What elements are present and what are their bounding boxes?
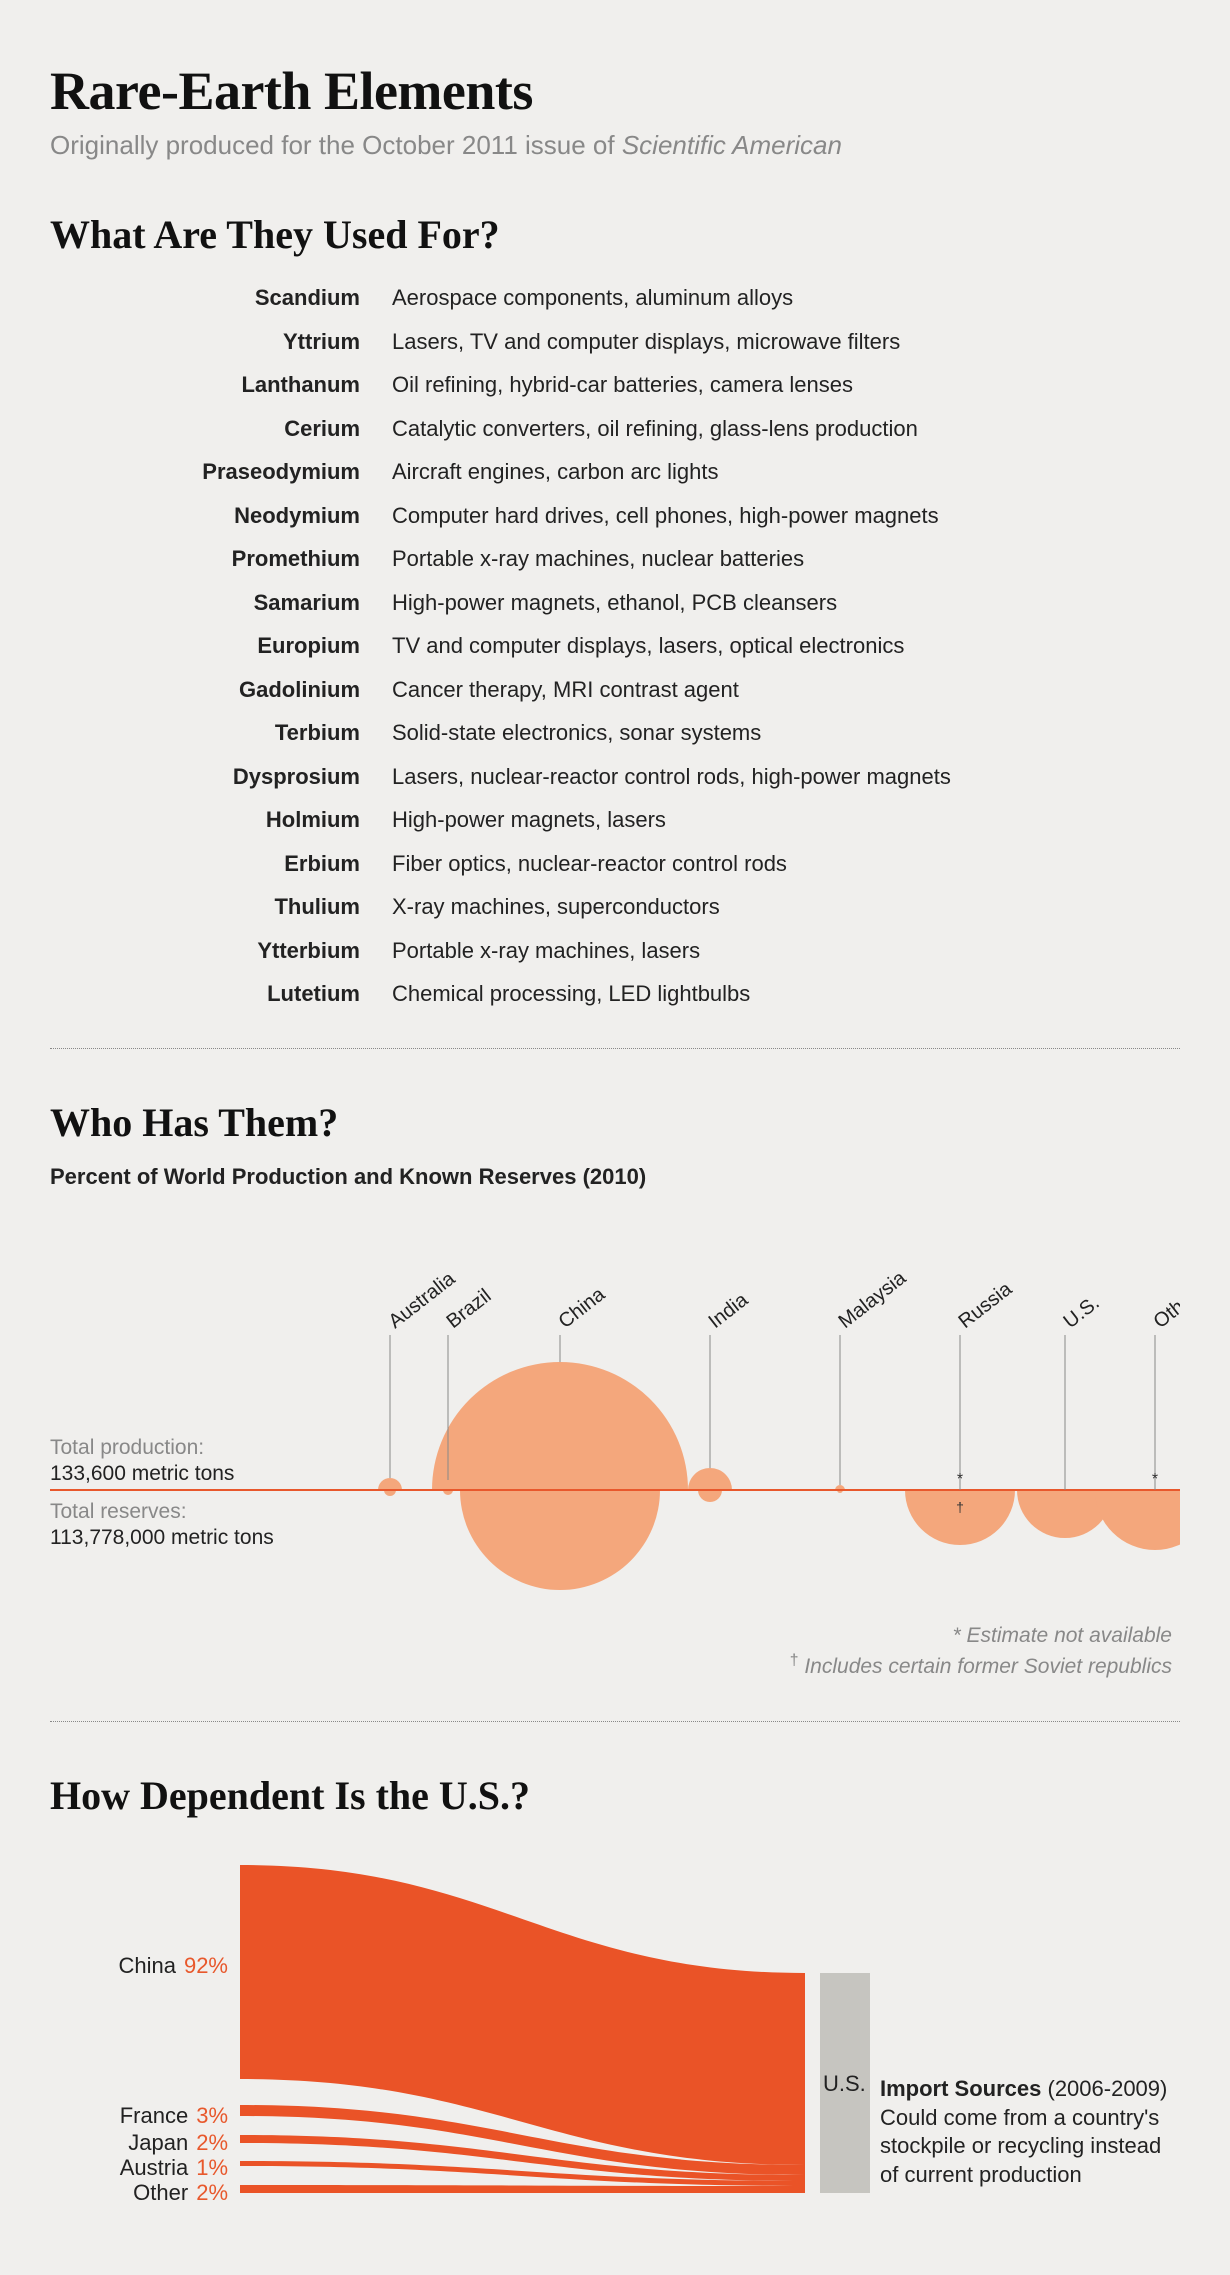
flow-country: Austria [120,2155,188,2181]
element-name: Erbium [70,850,360,878]
element-desc: Fiber optics, nuclear-reactor control ro… [392,850,1180,878]
svg-text:India: India [705,1288,753,1333]
element-name: Holmium [70,806,360,834]
element-name: Ytterbium [70,937,360,965]
element-name: Terbium [70,719,360,747]
element-desc: Portable x-ray machines, lasers [392,937,1180,965]
element-desc: Aerospace components, aluminum alloys [392,284,1180,312]
who-title: Who Has Them? [50,1099,1180,1146]
flow-label: France 3% [50,2103,228,2129]
element-desc: Oil refining, hybrid-car batteries, came… [392,371,1180,399]
footnote-dagger: † Includes certain former Soviet republi… [50,1650,1172,1681]
element-name: Cerium [70,415,360,443]
element-desc: X-ray machines, superconductors [392,893,1180,921]
dep-chart: China92%France3%Japan2%Austria1%Other2% … [50,1845,1180,2225]
element-name: Yttrium [70,328,360,356]
caption-range: (2006-2009) [1041,2076,1167,2101]
element-desc: High-power magnets, ethanol, PCB cleanse… [392,589,1180,617]
flow-pct: 92% [184,1953,228,1979]
uses-section: What Are They Used For? Scandium Aerospac… [50,211,1180,1008]
element-name: Neodymium [70,502,360,530]
divider [50,1048,1180,1049]
divider [50,1721,1180,1722]
flow-country: Japan [128,2130,188,2156]
flow-label: Austria 1% [50,2155,228,2181]
svg-text:*: * [1152,1471,1158,1488]
element-desc: Cancer therapy, MRI contrast agent [392,676,1180,704]
caption-rest: Could come from a country's stockpile or… [880,2105,1161,2187]
element-name: Europium [70,632,360,660]
svg-text:U.S.: U.S. [1060,1291,1104,1332]
element-name: Dysprosium [70,763,360,791]
uses-table: Scandium Aerospace components, aluminum a… [70,284,1180,1008]
element-name: Lutetium [70,980,360,1008]
element-desc: Chemical processing, LED lightbulbs [392,980,1180,1008]
svg-text:†: † [956,1499,964,1515]
element-name: Samarium [70,589,360,617]
page-subtitle: Originally produced for the October 2011… [50,130,1180,161]
element-desc: Aircraft engines, carbon arc lights [392,458,1180,486]
element-name: Praseodymium [70,458,360,486]
flow-country: Other [133,2180,188,2206]
svg-text:Russia: Russia [955,1277,1017,1333]
flow-pct: 1% [196,2155,228,2181]
element-desc: Portable x-ray machines, nuclear batteri… [392,545,1180,573]
element-name: Promethium [70,545,360,573]
element-desc: Computer hard drives, cell phones, high-… [392,502,1180,530]
element-desc: Solid-state electronics, sonar systems [392,719,1180,747]
dep-title: How Dependent Is the U.S.? [50,1772,1180,1819]
element-name: Thulium [70,893,360,921]
svg-text:Other: Other [1150,1284,1180,1332]
subtitle-plain: Originally produced for the October 2011… [50,130,622,160]
svg-text:*: * [957,1471,963,1488]
element-desc: Lasers, nuclear-reactor control rods, hi… [392,763,1180,791]
flow-pct: 2% [196,2180,228,2206]
svg-text:Total production:: Total production: [50,1436,204,1459]
flow-country: China [118,1953,175,1979]
flow-label: Other 2% [50,2180,228,2206]
svg-text:133,600 metric tons: 133,600 metric tons [50,1462,234,1485]
flow-label: Japan 2% [50,2130,228,2156]
who-chart: AustraliaBrazilChinaIndiaMalaysiaRussia*… [50,1220,1180,1640]
uses-title: What Are They Used For? [50,211,1180,258]
element-name: Scandium [70,284,360,312]
subtitle-italic: Scientific American [622,130,842,160]
caption-bold: Import Sources [880,2076,1041,2101]
svg-text:China: China [555,1282,610,1332]
svg-text:113,778,000 metric tons: 113,778,000 metric tons [50,1526,274,1549]
who-subtitle: Percent of World Production and Known Re… [50,1164,1180,1190]
dep-caption: Import Sources (2006-2009) Could come fr… [880,2075,1180,2189]
page-title: Rare-Earth Elements [50,60,1180,122]
element-desc: High-power magnets, lasers [392,806,1180,834]
us-label: U.S. [823,2071,866,2097]
flow-country: France [120,2103,188,2129]
who-svg: AustraliaBrazilChinaIndiaMalaysiaRussia*… [50,1220,1180,1640]
svg-text:Malaysia: Malaysia [835,1266,911,1332]
flow-pct: 2% [196,2130,228,2156]
element-name: Lanthanum [70,371,360,399]
dep-section: How Dependent Is the U.S.? China 92% Franc… [50,1772,1180,2225]
element-desc: Catalytic converters, oil refining, glas… [392,415,1180,443]
element-desc: Lasers, TV and computer displays, microw… [392,328,1180,356]
element-name: Gadolinium [70,676,360,704]
flow-label: China 92% [50,1953,228,1979]
svg-text:Total reserves:: Total reserves: [50,1500,187,1523]
svg-text:Brazil: Brazil [443,1284,496,1332]
who-section: Who Has Them? Percent of World Productio… [50,1099,1180,1682]
element-desc: TV and computer displays, lasers, optica… [392,632,1180,660]
flow-pct: 3% [196,2103,228,2129]
